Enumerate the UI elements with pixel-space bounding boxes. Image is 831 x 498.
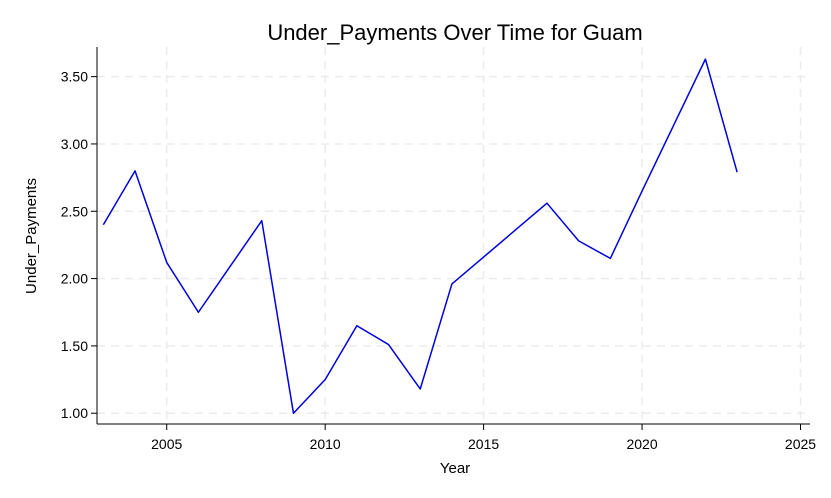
grid-layer [97, 47, 810, 424]
tick-layer: 1.00 1.50 2.00 2.50 3.00 3.50 2005 2010 2015 2020… [61, 69, 817, 452]
x-tick-label: 2025 [785, 436, 816, 452]
x-axis-label: Year [440, 460, 470, 477]
chart-title: Under_Payments Over Time for Guam [267, 20, 642, 45]
y-tick-label: 1.50 [61, 338, 88, 354]
y-tick-label: 2.50 [61, 203, 88, 219]
y-tick-label: 2.00 [61, 271, 88, 287]
x-tick-label: 2005 [151, 436, 182, 452]
x-tick-label: 2015 [468, 436, 499, 452]
x-tick-label: 2010 [310, 436, 341, 452]
y-tick-label: 3.00 [61, 136, 88, 152]
x-tick-label: 2020 [626, 436, 657, 452]
y-tick-label: 1.00 [61, 405, 88, 421]
axes-layer [96, 47, 810, 425]
series-line [102, 58, 738, 414]
y-tick-label: 3.50 [61, 69, 88, 85]
series-layer [102, 58, 738, 414]
y-axis-label: Under_Payments [23, 178, 40, 294]
